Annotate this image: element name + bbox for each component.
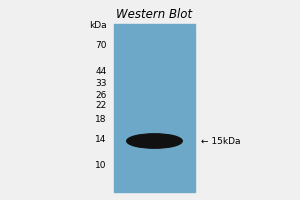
Text: 44: 44 bbox=[95, 66, 106, 75]
Text: Western Blot: Western Blot bbox=[116, 8, 193, 21]
Text: 10: 10 bbox=[95, 160, 106, 170]
Text: 33: 33 bbox=[95, 78, 106, 88]
Text: 26: 26 bbox=[95, 90, 106, 99]
Text: kDa: kDa bbox=[89, 21, 106, 30]
Text: ← 15kDa: ← 15kDa bbox=[201, 136, 241, 146]
Ellipse shape bbox=[127, 134, 182, 148]
Text: 22: 22 bbox=[95, 102, 106, 110]
Text: 70: 70 bbox=[95, 40, 106, 49]
Text: 14: 14 bbox=[95, 136, 106, 144]
Text: 18: 18 bbox=[95, 116, 106, 124]
Bar bbox=[114, 24, 195, 192]
